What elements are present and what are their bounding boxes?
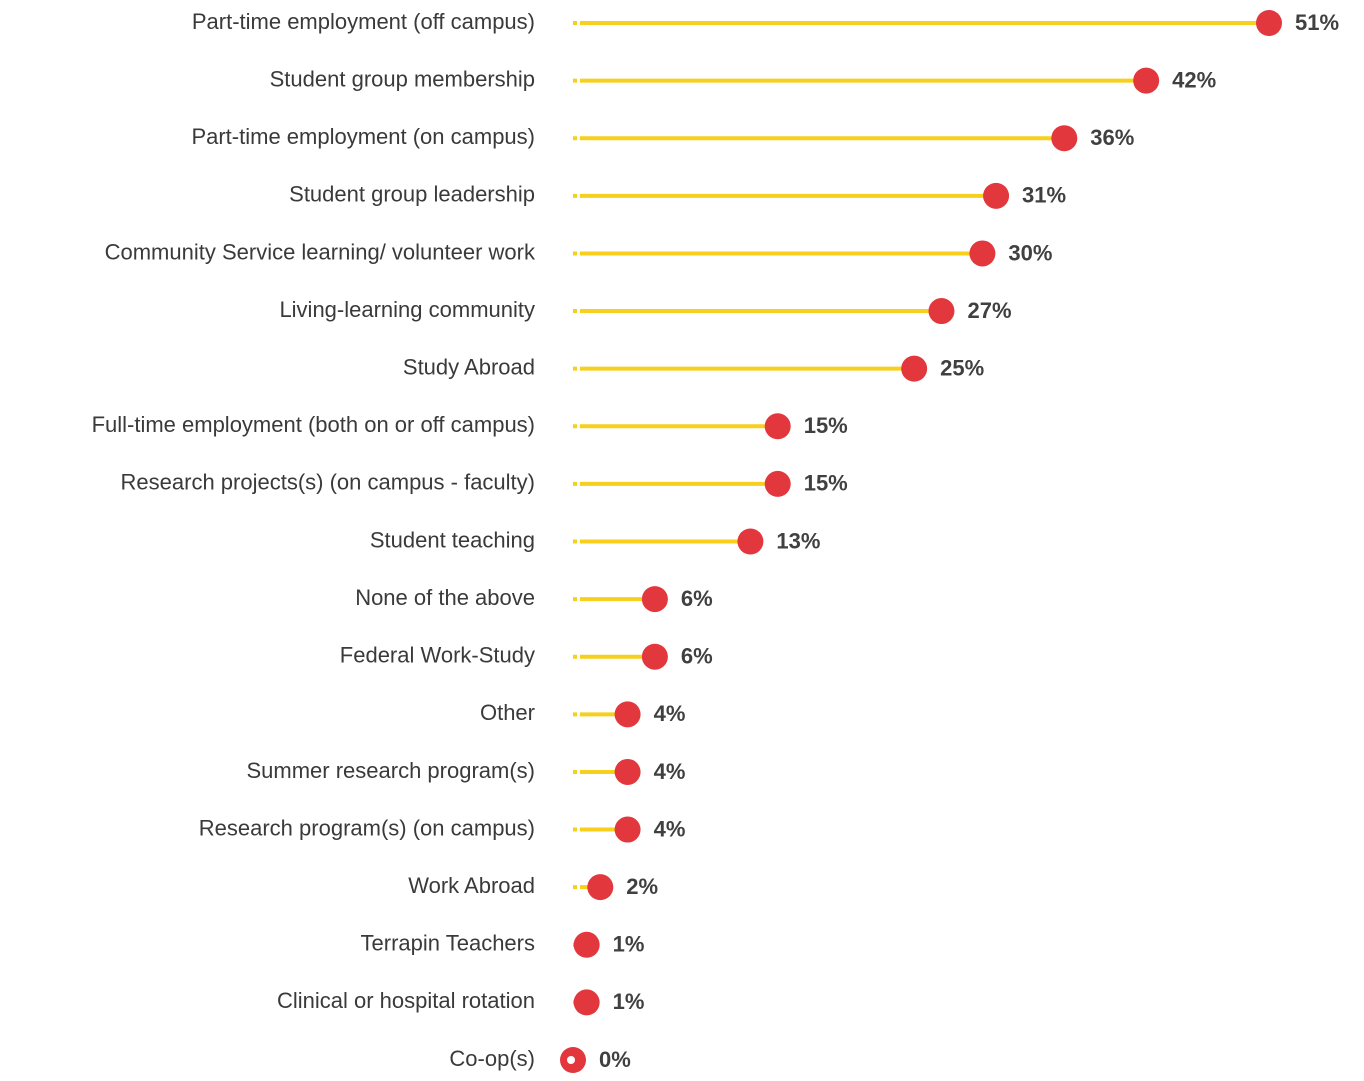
- value-label: 0%: [599, 1047, 631, 1072]
- dot: [969, 240, 996, 267]
- value-label: 1%: [613, 989, 645, 1014]
- dot: [983, 182, 1010, 209]
- value-label: 4%: [654, 701, 686, 726]
- dot: [587, 874, 614, 901]
- dot: [901, 355, 928, 382]
- category-label: Other: [480, 700, 535, 725]
- category-label: Clinical or hospital rotation: [277, 988, 535, 1013]
- category-label: Research projects(s) (on campus - facult…: [121, 470, 535, 495]
- category-label: Community Service learning/ volunteer wo…: [105, 239, 536, 264]
- value-label: 30%: [1008, 240, 1052, 265]
- category-label: Work Abroad: [408, 873, 535, 898]
- category-label: Living-learning community: [279, 297, 535, 322]
- dot: [614, 816, 641, 843]
- value-label: 15%: [804, 471, 848, 496]
- value-label: 6%: [681, 644, 713, 669]
- dot: [573, 931, 600, 958]
- dot: [641, 586, 668, 613]
- value-label: 4%: [654, 816, 686, 841]
- dot: [764, 470, 791, 497]
- dot: [614, 701, 641, 728]
- category-label: Full-time employment (both on or off cam…: [92, 412, 535, 437]
- dot: [764, 413, 791, 440]
- category-label: Student teaching: [370, 527, 535, 552]
- value-label: 51%: [1295, 10, 1339, 35]
- category-label: Terrapin Teachers: [361, 931, 535, 956]
- category-label: Study Abroad: [403, 354, 535, 379]
- value-label: 2%: [626, 874, 658, 899]
- category-label: Co-op(s): [449, 1046, 535, 1071]
- dot: [737, 528, 764, 555]
- dot: [1133, 67, 1160, 94]
- dot: [1256, 10, 1282, 36]
- category-label: Part-time employment (off campus): [192, 9, 535, 34]
- category-label: Student group membership: [270, 66, 535, 91]
- value-label: 27%: [967, 298, 1011, 323]
- category-label: Student group leadership: [289, 182, 535, 207]
- dot: [1051, 125, 1078, 152]
- value-label: 13%: [776, 528, 820, 553]
- dot: [928, 298, 955, 325]
- value-label: 4%: [654, 759, 686, 784]
- category-label: Summer research program(s): [246, 758, 535, 783]
- dot-hole: [567, 1056, 575, 1064]
- category-label: Part-time employment (on campus): [191, 124, 535, 149]
- value-label: 6%: [681, 586, 713, 611]
- value-label: 15%: [804, 413, 848, 438]
- category-label: Federal Work-Study: [340, 643, 535, 668]
- dot: [641, 643, 668, 670]
- category-label: Research program(s) (on campus): [199, 815, 535, 840]
- value-label: 25%: [940, 355, 984, 380]
- value-label: 42%: [1172, 67, 1216, 92]
- dot: [573, 989, 600, 1016]
- value-label: 31%: [1022, 183, 1066, 208]
- value-label: 36%: [1090, 125, 1134, 150]
- value-label: 1%: [613, 932, 645, 957]
- category-label: None of the above: [355, 585, 535, 610]
- dot: [614, 758, 641, 785]
